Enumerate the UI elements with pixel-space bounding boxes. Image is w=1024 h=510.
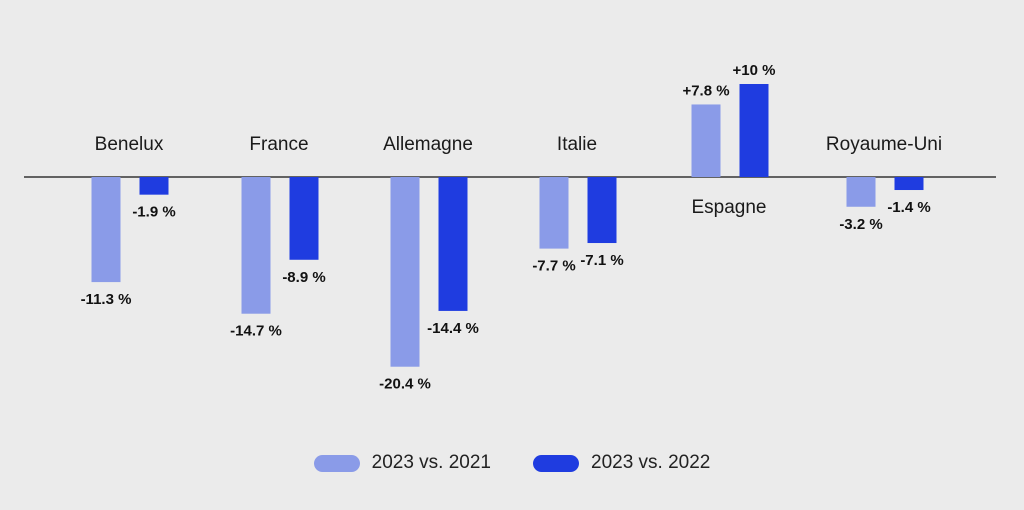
legend-item-series-2: 2023 vs. 2022 [533,452,710,474]
category-label-italie: Italie [557,134,597,155]
bar-royaume-uni-series-1 [846,177,876,207]
category-label-royaume-uni: Royaume-Uni [826,134,942,155]
data-label-italie-series-1: -7.7 % [532,258,575,275]
data-label-royaume-uni-series-2: -1.4 % [887,199,930,216]
bar-allemagne-series-2 [438,177,468,311]
legend-item-series-1: 2023 vs. 2021 [313,452,491,474]
legend-swatch-series-2 [533,454,579,472]
bar-espagne-series-2 [739,84,769,177]
bar-italie-series-2 [587,177,617,244]
bar-italie-series-1 [539,177,569,249]
bar-allemagne-series-1 [390,177,420,367]
bar-royaume-uni-series-2 [894,177,924,191]
data-label-allemagne-series-2: -14.4 % [427,320,479,337]
bar-france-series-1 [241,177,271,314]
data-label-benelux-series-1: -11.3 % [81,291,132,308]
category-label-espagne: Espagne [691,197,766,218]
legend-label-series-1: 2023 vs. 2021 [371,452,491,473]
legend: 2023 vs. 2021 2023 vs. 2022 [0,452,1024,474]
legend-swatch-series-1 [313,454,360,472]
data-label-france-series-2: -8.9 % [282,269,325,286]
bar-france-series-2 [289,177,319,260]
data-label-france-series-1: -14.7 % [230,323,282,340]
bar-espagne-series-1 [691,104,721,177]
data-label-italie-series-2: -7.1 % [580,252,623,269]
bar-benelux-series-2 [139,177,169,195]
data-label-espagne-series-2: +10 % [733,62,776,79]
data-label-royaume-uni-series-1: -3.2 % [839,216,882,233]
bar-chart: -11.3 % -1.9 % Benelux -14.7 % -8.9 % France -… [24,62,996,393]
category-label-allemagne: Allemagne [383,134,473,155]
category-label-france: France [249,134,308,155]
legend-label-series-2: 2023 vs. 2022 [591,452,711,473]
data-label-allemagne-series-1: -20.4 % [379,376,431,393]
bar-benelux-series-1 [91,177,121,283]
data-label-benelux-series-2: -1.9 % [132,204,175,221]
category-label-benelux: Benelux [95,134,164,155]
data-label-espagne-series-1: +7.8 % [682,82,729,99]
